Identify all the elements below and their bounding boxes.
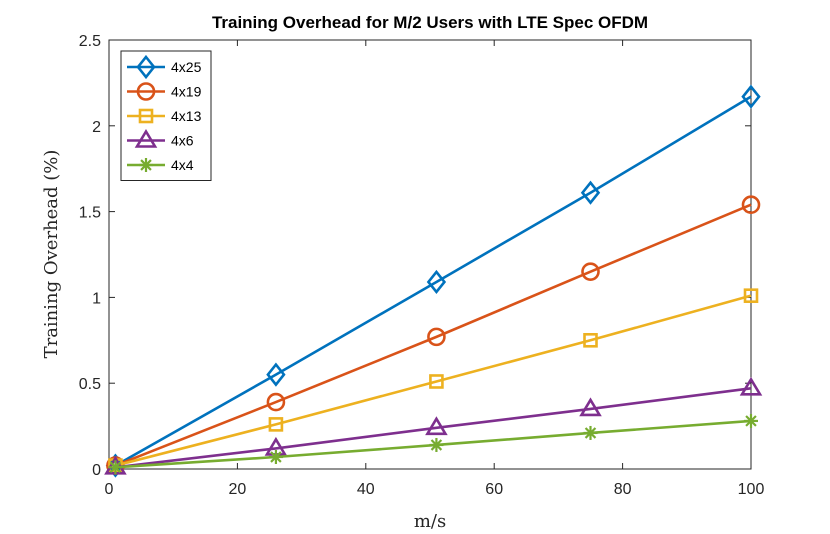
series-line [115,387,752,469]
x-tick-label: 100 [738,481,765,498]
x-tick-label: 0 [105,481,114,498]
legend-label: 4x4 [171,157,194,173]
y-tick-label: 0 [92,462,101,479]
legend-label: 4x19 [171,84,202,100]
y-axis-label: Training Overhead (%) [41,150,62,359]
data-point [425,416,448,436]
data-point [266,362,286,387]
series-line [114,203,752,467]
data-point [429,374,444,389]
plot-area [108,39,752,470]
series-4x19 [106,195,761,475]
chart-title: Training Overhead for M/2 Users with LTE… [212,13,648,32]
data-point [268,417,284,432]
data-point [429,437,444,452]
data-point [744,413,758,428]
y-tick-label: 2.5 [79,33,101,50]
data-point [108,460,123,475]
series-line [115,294,752,467]
data-point [741,84,761,109]
legend-marker [136,54,156,80]
legend-entry-4x13: 4x13 [127,108,202,124]
legend-marker [138,108,154,124]
x-tick-label: 40 [357,481,375,498]
x-tick-label: 20 [229,481,247,498]
legend-entry-4x4: 4x4 [127,157,194,173]
x-tick-label: 60 [485,481,503,498]
legend-marker [136,82,156,101]
legend-entry-4x25: 4x25 [127,54,202,80]
series-4x4 [108,413,758,475]
legend-label: 4x25 [171,59,202,75]
data-point [427,327,446,347]
data-point [583,332,598,348]
x-axis-label: m/s [414,511,446,532]
y-tick-label: 2 [92,119,101,136]
data-point [739,376,763,396]
data-point [741,195,761,215]
legend-label: 4x13 [171,108,202,124]
x-tick-label: 80 [614,481,632,498]
y-tick-label: 0.5 [79,376,101,393]
data-point [426,269,447,295]
data-point [580,180,601,205]
legend-marker [134,128,158,148]
legend-entry-4x6: 4x6 [127,128,194,149]
legend-marker [139,158,153,172]
y-tick-label: 1.5 [79,205,101,222]
series-line [114,95,752,467]
legend-label: 4x6 [171,133,194,149]
data-point [743,288,759,303]
y-tick-label: 1 [92,290,101,307]
data-point [579,397,602,417]
legend-entry-4x19: 4x19 [127,82,202,101]
data-point [266,392,286,412]
data-point [268,449,283,464]
data-point [581,262,600,281]
data-point [583,425,598,440]
